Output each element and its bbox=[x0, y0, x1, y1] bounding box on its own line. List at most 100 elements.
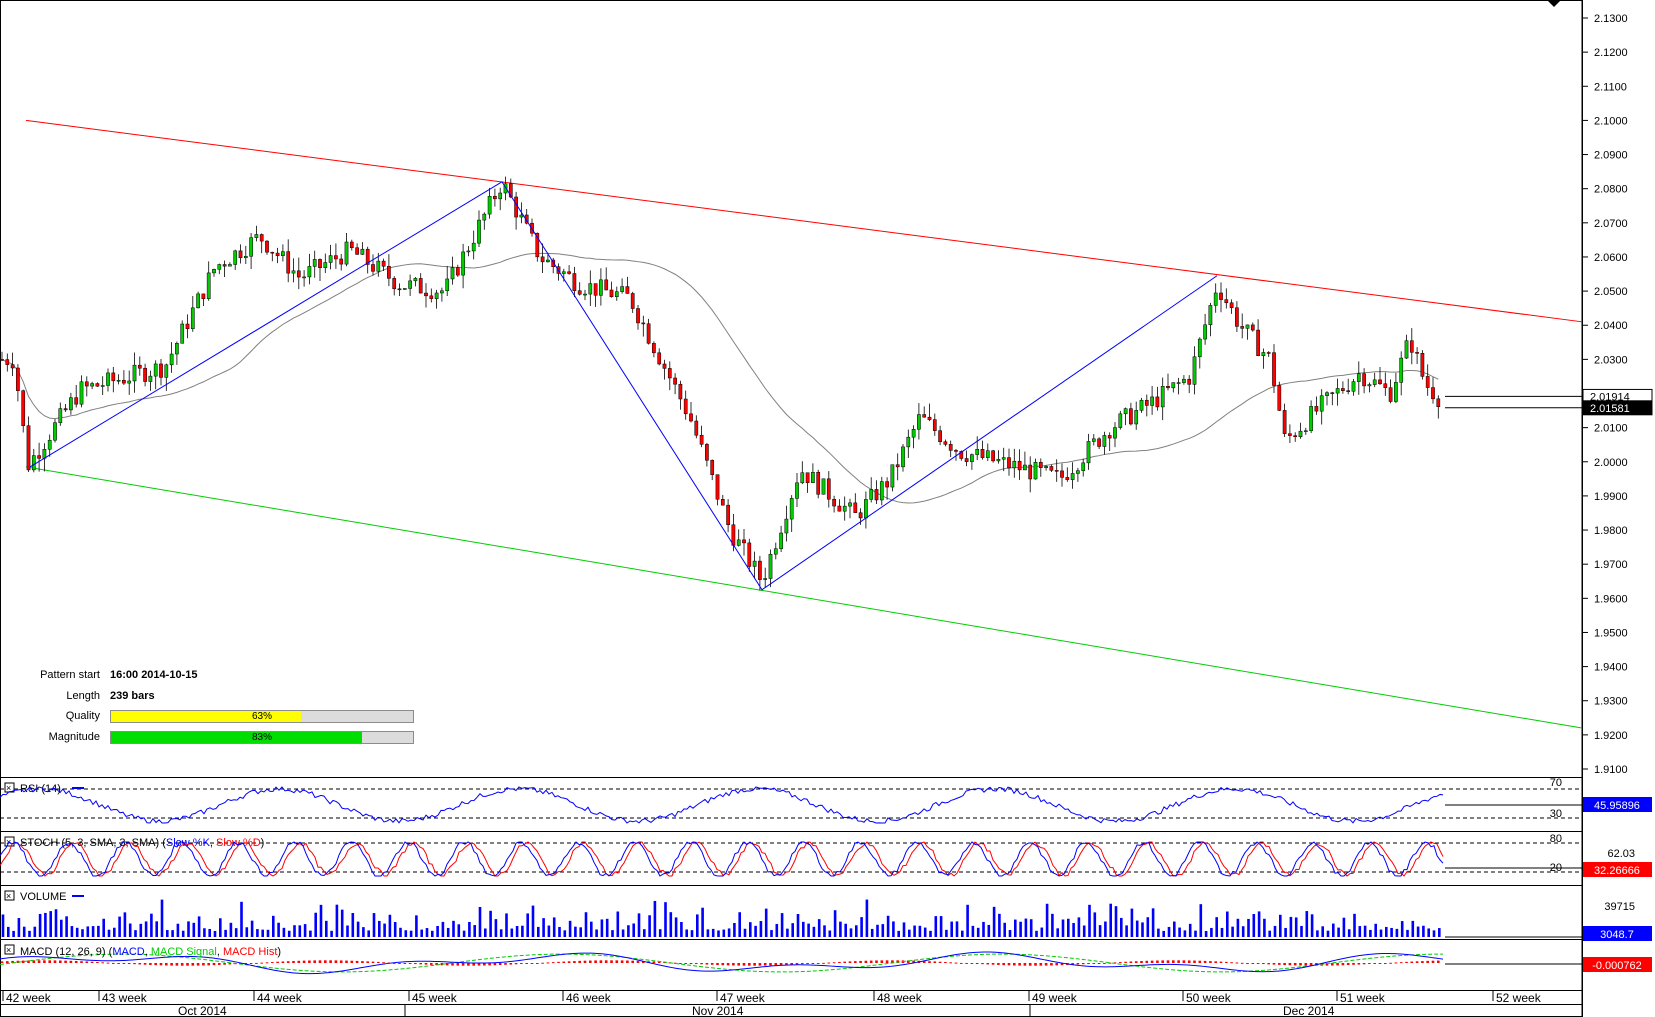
macd-hist-bar bbox=[684, 963, 687, 964]
macd-close-box[interactable] bbox=[4, 944, 15, 955]
volume-bar bbox=[632, 923, 635, 937]
svg-text:×: × bbox=[6, 783, 11, 793]
macd-hist-bar bbox=[562, 961, 566, 963]
macd-hist-bar bbox=[1362, 963, 1366, 965]
volume-bar bbox=[1109, 903, 1112, 937]
volume-bar bbox=[616, 911, 620, 937]
volume-bar bbox=[955, 921, 959, 937]
volume-bar bbox=[1120, 917, 1123, 937]
macd-hist-bar bbox=[578, 960, 581, 963]
candle-body bbox=[599, 279, 603, 296]
volume-bar bbox=[1008, 930, 1012, 937]
stoch-value-label: 32.26666 bbox=[1594, 865, 1640, 877]
price-tick-label: 2.0700 bbox=[1594, 218, 1628, 230]
candle-body bbox=[625, 286, 630, 294]
volume-bar bbox=[844, 923, 847, 937]
candle-body bbox=[58, 408, 63, 423]
macd-hist-bar bbox=[891, 960, 894, 963]
candle-body bbox=[1065, 477, 1070, 480]
macd-hist-bar bbox=[769, 963, 772, 966]
macd-signal-legend: MACD Signal bbox=[151, 946, 217, 958]
candle-body bbox=[461, 251, 465, 276]
macd-hist-bar bbox=[106, 962, 110, 964]
rsi-title: RSI (14) bbox=[20, 783, 61, 795]
volume-bar bbox=[38, 913, 42, 937]
macd-hist-bar bbox=[816, 963, 820, 964]
macd-hist-bar bbox=[1262, 963, 1265, 965]
price-tick-label: 1.9900 bbox=[1594, 491, 1628, 503]
macd-hist-bar bbox=[186, 963, 189, 966]
macd-hist-bar bbox=[1071, 963, 1074, 965]
volume-bar bbox=[611, 930, 614, 937]
month-label: Dec 2014 bbox=[1283, 1004, 1335, 1017]
volume-bar bbox=[1, 914, 5, 937]
volume-bar bbox=[738, 912, 741, 937]
candle-body bbox=[450, 267, 455, 280]
candle-body bbox=[106, 372, 110, 386]
volume-bar bbox=[181, 930, 185, 937]
candle-body bbox=[26, 425, 31, 471]
volume-bar bbox=[1385, 926, 1388, 937]
volume-value-badge bbox=[1583, 926, 1652, 941]
macd-hist-bar bbox=[1225, 961, 1228, 963]
macd-hist-bar bbox=[1092, 963, 1096, 964]
candle-body bbox=[16, 367, 20, 391]
candle-body bbox=[334, 255, 338, 260]
volume-bar bbox=[378, 920, 381, 937]
macd-hist-bar bbox=[180, 963, 184, 966]
candle-body bbox=[1091, 438, 1096, 442]
candle-body bbox=[175, 343, 179, 355]
volume-bar bbox=[171, 930, 174, 937]
candle-body bbox=[1378, 379, 1382, 384]
candle-body bbox=[286, 251, 291, 274]
stoch-close-box[interactable] bbox=[4, 836, 15, 847]
candle-body bbox=[954, 450, 958, 452]
candle-body bbox=[84, 381, 89, 387]
candle-body bbox=[132, 364, 137, 382]
macd-hist-bar bbox=[0, 961, 4, 963]
price-tick-label: 1.9100 bbox=[1594, 764, 1628, 776]
macd-hist-bar bbox=[774, 963, 778, 966]
candle-body bbox=[1266, 352, 1271, 354]
macd-hist-bar bbox=[355, 960, 359, 963]
volume-bar bbox=[1236, 918, 1240, 937]
volume-bar bbox=[351, 913, 355, 937]
macd-hist-bar bbox=[1394, 962, 1398, 964]
candle-body bbox=[265, 240, 269, 253]
candle-body bbox=[1017, 460, 1022, 471]
candle-body bbox=[1415, 352, 1419, 354]
candle-body bbox=[1399, 357, 1404, 383]
candle-body bbox=[482, 213, 487, 221]
macd-hist-bar bbox=[1240, 962, 1244, 964]
macd-hist-bar bbox=[1007, 963, 1011, 966]
macd-hist-bar bbox=[896, 960, 899, 963]
week-label: 47 week bbox=[720, 991, 766, 1005]
macd-hist-bar bbox=[551, 962, 555, 964]
macd-line bbox=[0, 951, 1444, 975]
candle-body bbox=[1123, 408, 1128, 415]
candle-body bbox=[1166, 386, 1170, 389]
macd-hist-bar bbox=[991, 963, 995, 965]
macd-hist-bar bbox=[1087, 963, 1090, 964]
candle-body bbox=[1097, 438, 1101, 447]
candle-body bbox=[180, 323, 185, 344]
volume-bar bbox=[383, 923, 386, 937]
volume-close-box[interactable] bbox=[4, 890, 15, 901]
volume-bar bbox=[1342, 917, 1346, 937]
macd-hist-bar bbox=[117, 963, 120, 964]
scroll-marker-icon[interactable] bbox=[1548, 1, 1560, 7]
macd-hist-bar bbox=[159, 963, 163, 966]
candle-body bbox=[996, 458, 1001, 462]
macd-hist-bar bbox=[133, 963, 136, 965]
macd-hist-bar bbox=[48, 960, 51, 963]
price-tick-label: 1.9300 bbox=[1594, 696, 1628, 708]
macd-hist-bar bbox=[1198, 960, 1202, 963]
volume-bar bbox=[1183, 930, 1187, 937]
candle-body bbox=[397, 288, 402, 291]
volume-bar bbox=[521, 925, 524, 937]
volume-bar bbox=[1432, 930, 1436, 937]
macd-hist-bar bbox=[520, 963, 523, 965]
volume-bar bbox=[250, 920, 254, 937]
macd-hist-bar bbox=[615, 960, 619, 963]
candle-body bbox=[768, 553, 773, 579]
